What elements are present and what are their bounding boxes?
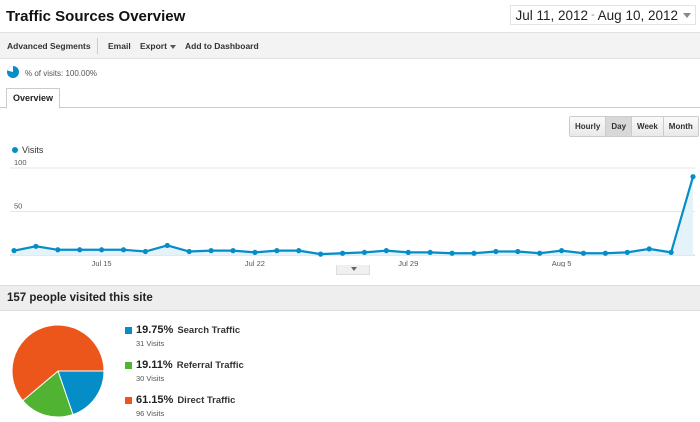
data-point[interactable]	[690, 174, 696, 180]
x-tick-label: Jul 22	[245, 259, 265, 267]
x-tick-label: Jul 15	[92, 259, 112, 267]
visits-area	[14, 176, 693, 255]
traffic-source-label[interactable]: Search Traffic	[177, 324, 241, 336]
data-point[interactable]	[186, 248, 192, 255]
granularity-selector: Hourly Day Week Month	[569, 116, 699, 137]
legend-dot-icon	[12, 147, 18, 153]
traffic-source-line: 19.75% Search Traffic	[125, 324, 240, 336]
legend-label-visits: Visits	[22, 145, 44, 155]
data-point[interactable]	[55, 247, 61, 253]
traffic-source-item: 19.11% Referral Traffic 30 Visits	[125, 359, 244, 383]
tab-bar: Overview	[0, 86, 700, 109]
traffic-source-percent: 19.75%	[136, 324, 174, 336]
summary-bar: 157 people visited this site	[0, 285, 700, 311]
data-point[interactable]	[208, 248, 214, 254]
data-point[interactable]	[580, 250, 587, 256]
data-point[interactable]	[77, 247, 83, 253]
segment-percent: % of visits: 100.00%	[25, 69, 98, 78]
data-point[interactable]	[252, 249, 258, 255]
export-button[interactable]: Export	[140, 41, 176, 51]
data-point[interactable]	[624, 249, 630, 255]
legend-swatch-icon	[125, 396, 132, 404]
data-point[interactable]	[164, 242, 170, 249]
data-point[interactable]	[515, 248, 521, 255]
y-tick-label: 50	[14, 202, 22, 211]
visits-line-chart: 100 50 Jul 15 Jul 22 Jul 29 Aug 5	[10, 158, 696, 267]
traffic-source-item: 61.15% Direct Traffic 96 Visits	[125, 394, 235, 418]
date-separator: -	[591, 9, 595, 21]
chevron-down-icon	[169, 44, 176, 49]
export-label: Export	[140, 41, 167, 51]
traffic-source-visits: 31 Visits	[136, 339, 165, 348]
data-point[interactable]	[142, 248, 149, 255]
data-point[interactable]	[471, 250, 477, 256]
traffic-source-percent: 19.11%	[136, 359, 173, 371]
toolbar-divider	[97, 38, 98, 54]
data-point[interactable]	[296, 248, 302, 254]
traffic-pie-chart	[11, 324, 105, 418]
pie-slice	[22, 370, 74, 418]
traffic-source-line: 19.11% Referral Traffic	[125, 359, 244, 371]
traffic-source-item: 19.75% Search Traffic 31 Visits	[125, 324, 240, 348]
traffic-source-percent: 61.15%	[136, 394, 174, 406]
traffic-source-line: 61.15% Direct Traffic	[125, 394, 235, 406]
data-point[interactable]	[383, 248, 389, 254]
data-point[interactable]	[405, 249, 411, 255]
data-point[interactable]	[120, 247, 127, 253]
day-button[interactable]: Day	[606, 117, 633, 136]
data-point[interactable]	[11, 248, 17, 254]
add-to-dashboard-button[interactable]: Add to Dashboard	[185, 41, 259, 51]
data-point[interactable]	[339, 250, 346, 256]
chart-legend: Visits	[12, 145, 43, 155]
week-button[interactable]: Week	[632, 117, 664, 136]
chart-collapse-toggle[interactable]	[336, 265, 370, 275]
data-point[interactable]	[449, 250, 455, 256]
data-point[interactable]	[427, 249, 433, 255]
page-title: Traffic Sources Overview	[6, 8, 186, 25]
date-start: Jul 11, 2012	[515, 7, 588, 23]
visits-line	[13, 176, 695, 256]
data-point[interactable]	[33, 243, 39, 249]
chevron-down-icon	[351, 267, 357, 271]
advanced-segments-button[interactable]: Advanced Segments	[7, 41, 91, 51]
data-point[interactable]	[537, 250, 543, 256]
traffic-source-visits: 96 Visits	[136, 409, 165, 418]
x-tick-label: Jul 29	[398, 259, 418, 267]
month-button[interactable]: Month	[663, 117, 698, 136]
email-button[interactable]: Email	[108, 41, 131, 51]
data-point[interactable]	[99, 247, 105, 253]
header: Traffic Sources Overview Jul 11, 2012 - …	[0, 0, 700, 32]
data-point[interactable]	[230, 248, 236, 254]
data-point[interactable]	[274, 248, 280, 254]
traffic-source-label[interactable]: Direct Traffic	[177, 394, 236, 406]
x-tick-label: Aug 5	[552, 259, 572, 267]
chevron-down-icon	[683, 12, 691, 18]
hourly-button[interactable]: Hourly	[570, 117, 607, 136]
summary-headline: 157 people visited this site	[7, 292, 153, 304]
traffic-source-visits: 30 Visits	[136, 374, 165, 383]
data-point[interactable]	[602, 250, 608, 256]
toolbar: Advanced Segments Email Export Add to Da…	[0, 32, 700, 59]
data-point[interactable]	[318, 251, 324, 257]
legend-swatch-icon	[125, 326, 132, 334]
data-point[interactable]	[558, 248, 565, 254]
segment-row: % of visits: 100.00%	[0, 60, 700, 86]
date-range-picker[interactable]: Jul 11, 2012 - Aug 10, 2012	[510, 5, 696, 25]
date-end: Aug 10, 2012	[597, 7, 678, 23]
data-point[interactable]	[646, 246, 652, 252]
data-point[interactable]	[361, 249, 368, 255]
legend-swatch-icon	[125, 361, 132, 369]
pie-slice	[11, 324, 105, 402]
segment-pie-icon	[7, 66, 19, 78]
traffic-source-label[interactable]: Referral Traffic	[176, 359, 244, 371]
data-point[interactable]	[668, 249, 674, 255]
data-point[interactable]	[493, 248, 499, 255]
tab-overview[interactable]: Overview	[6, 88, 61, 109]
y-tick-label: 100	[14, 158, 27, 167]
